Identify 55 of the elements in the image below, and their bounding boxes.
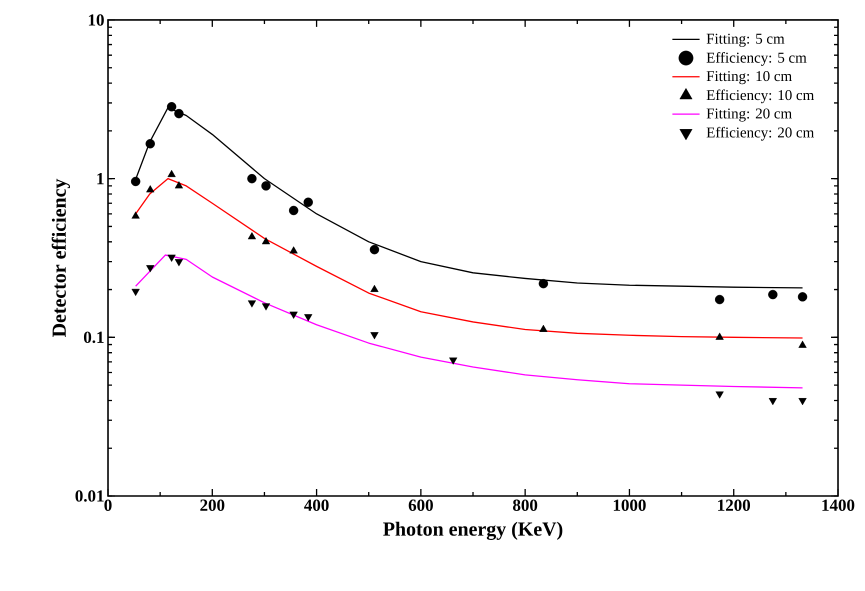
point	[449, 358, 458, 365]
point	[370, 244, 380, 254]
line-series	[134, 254, 804, 389]
point	[714, 294, 724, 304]
legend-label: Fitting: 10 cm	[706, 71, 792, 84]
legend-label: Efficiency: 20 cm	[706, 126, 814, 141]
point	[174, 108, 184, 118]
point	[146, 265, 154, 272]
x-tick-label: 1000	[614, 500, 646, 511]
y-tick-label: 0.01	[75, 490, 104, 502]
point	[798, 398, 807, 406]
x-tick-label: 1400	[822, 500, 854, 511]
point	[248, 300, 256, 308]
point	[174, 181, 184, 188]
point	[166, 102, 176, 112]
x-tick-label: 800	[513, 500, 538, 511]
point	[174, 259, 184, 266]
point	[132, 288, 140, 296]
point	[132, 212, 140, 219]
point	[146, 139, 155, 148]
point	[130, 176, 140, 186]
y-tick-label: 10	[88, 14, 104, 26]
point	[262, 303, 270, 310]
x-tick-label: 600	[408, 500, 433, 511]
y-tick-label: 1	[97, 173, 104, 184]
point	[304, 198, 313, 207]
point	[370, 332, 379, 340]
point	[798, 292, 808, 302]
point	[168, 170, 176, 178]
x-tick-label: 400	[304, 500, 329, 511]
x-tick-label: 1200	[718, 500, 750, 511]
point	[768, 398, 777, 406]
point	[262, 237, 270, 244]
point	[716, 391, 724, 399]
point	[290, 312, 298, 319]
y-tick-label: 0.1	[84, 332, 104, 344]
y-axis-title: Detector efficiency	[52, 178, 70, 338]
point	[370, 284, 379, 292]
point	[290, 246, 298, 254]
legend-label: Fitting: 5 cm	[706, 34, 784, 47]
x-tick-label: 200	[200, 500, 224, 511]
point	[288, 206, 298, 216]
legend-label: Efficiency: 10 cm	[706, 89, 814, 104]
point	[146, 185, 154, 192]
point	[304, 314, 312, 322]
point	[168, 254, 176, 262]
point	[768, 290, 778, 300]
x-axis-title: Photon energy (KeV)	[383, 522, 562, 540]
point	[247, 174, 257, 184]
point	[538, 278, 548, 288]
legend-label: Fitting: 20 cm	[706, 108, 792, 122]
point	[248, 232, 256, 240]
point	[261, 181, 271, 191]
legend-label: Efficiency: 5 cm	[706, 52, 807, 66]
x-tick-label: 0	[104, 500, 112, 511]
